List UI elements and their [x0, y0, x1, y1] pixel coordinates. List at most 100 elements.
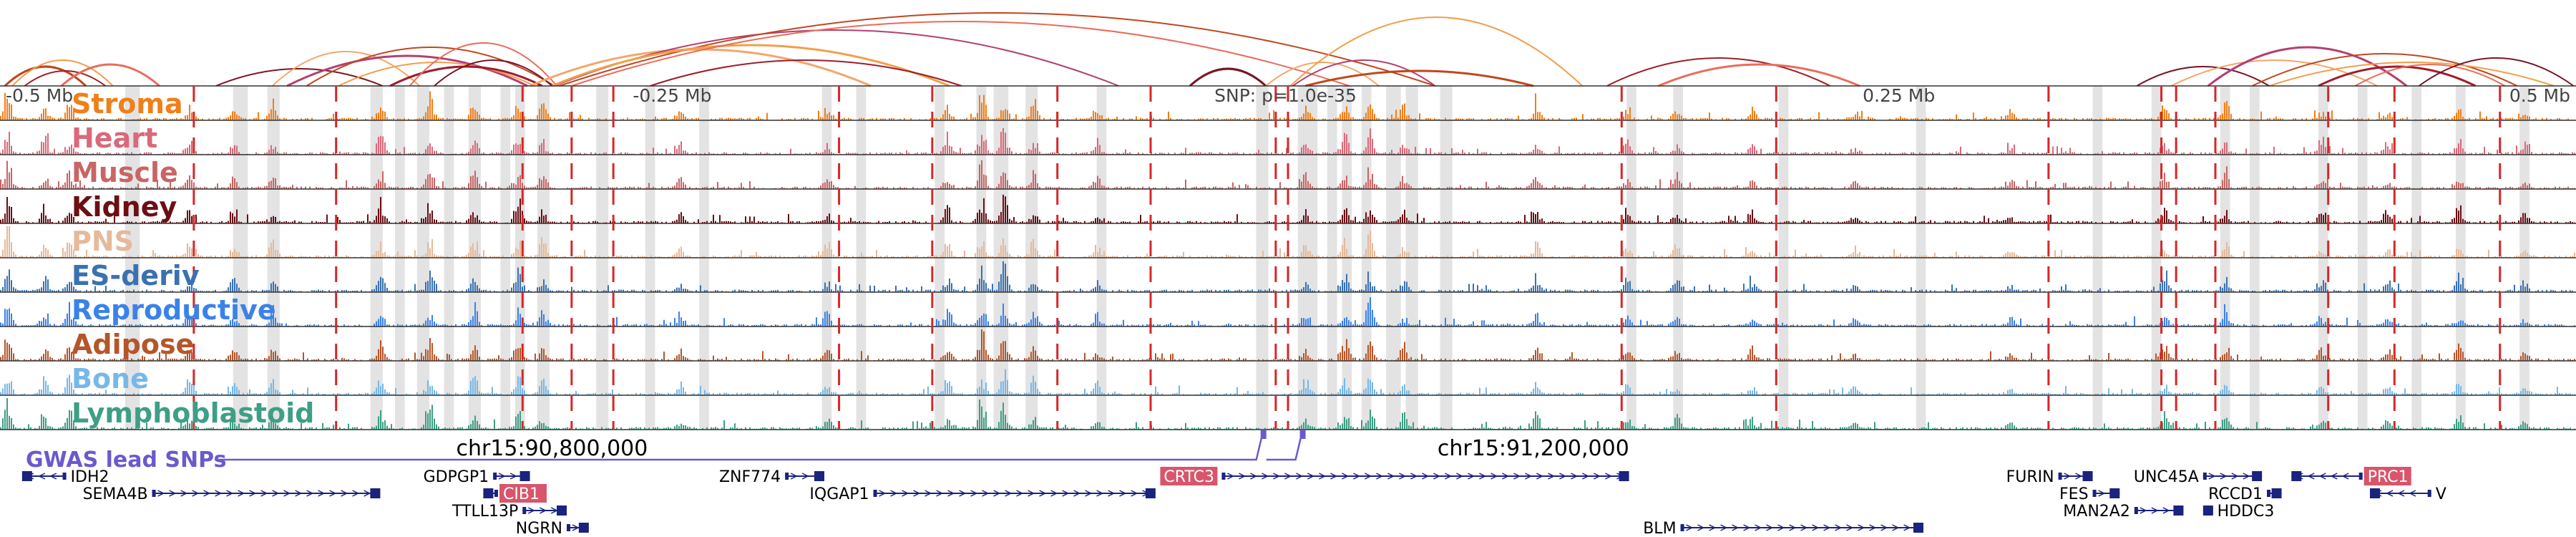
gene-rccd1: RCCD1	[2208, 485, 2282, 503]
gene-unc45a: UNC45A	[2134, 468, 2263, 486]
chromatin-loop-arc	[306, 47, 555, 87]
strand-chevron	[1342, 473, 1350, 480]
strand-chevron	[2151, 507, 2159, 514]
strand-chevron	[2341, 473, 2349, 480]
gene-exon	[152, 490, 156, 497]
strand-chevron	[1697, 524, 1705, 531]
strand-chevron	[801, 473, 809, 480]
gene-exon	[2252, 471, 2263, 481]
strand-chevron	[1433, 473, 1441, 480]
gene-exon	[785, 473, 789, 480]
strand-chevron	[157, 490, 165, 497]
gene-name-label: CRTC3	[1163, 468, 1214, 486]
gene-name-label: FURIN	[2006, 468, 2054, 486]
track-label-muscle: Muscle	[72, 157, 178, 188]
track-signal-reproductive	[0, 297, 2576, 326]
gene-hddc3: HDDC3	[2202, 503, 2275, 521]
strand-chevron	[1376, 473, 1384, 480]
track-signal-bone	[0, 369, 2576, 395]
strand-chevron	[1846, 524, 1854, 531]
gene-gdpgp1: GDPGP1	[424, 468, 530, 486]
gene-exon	[494, 490, 498, 497]
strand-chevron	[1239, 473, 1246, 480]
dashed-line-layer	[192, 86, 2502, 430]
strand-chevron	[890, 490, 898, 497]
gene-exon	[2058, 473, 2062, 480]
strand-chevron	[283, 490, 291, 497]
gene-name-label: UNC45A	[2134, 468, 2199, 486]
strand-chevron	[1330, 473, 1338, 480]
track-label-bone: Bone	[72, 363, 149, 395]
track-signal-es-deriv	[0, 261, 2576, 292]
gene-exon	[1680, 524, 1684, 531]
strand-chevron	[318, 490, 326, 497]
gene-exon	[2082, 471, 2093, 481]
strand-chevron	[1005, 490, 1013, 497]
track-signal-pns	[0, 226, 2576, 258]
gene-name-label: HDDC3	[2218, 503, 2275, 521]
gwas-track-label: GWAS lead SNPs	[26, 448, 226, 473]
gene-name-label: FES	[2059, 485, 2089, 503]
track-signal-kidney	[0, 194, 2576, 223]
track-label-kidney: Kidney	[72, 191, 177, 223]
strand-chevron	[1858, 524, 1865, 531]
chromatin-loop-arc	[2136, 66, 2270, 87]
chromatin-loop-arc	[1265, 62, 1380, 87]
strand-chevron	[924, 490, 932, 497]
chromatin-loop-arc	[2170, 59, 2378, 87]
strand-chevron	[1131, 490, 1138, 497]
strand-chevron	[295, 490, 303, 497]
chromatin-loop-arc	[1289, 16, 1584, 87]
strand-chevron	[249, 490, 257, 497]
strand-chevron	[1559, 473, 1567, 480]
gene-name-label: SEMA4B	[83, 485, 148, 503]
strand-chevron	[1039, 490, 1047, 497]
gene-exon	[21, 471, 32, 481]
strand-chevron	[364, 490, 371, 497]
gene-exon	[2358, 473, 2363, 480]
strand-chevron	[203, 490, 211, 497]
gene-highlight-box	[1160, 467, 1218, 485]
strand-chevron	[1387, 473, 1395, 480]
chromatin-loop-arc	[2318, 65, 2477, 87]
strand-chevron	[1262, 473, 1269, 480]
strand-chevron	[2330, 473, 2338, 480]
gene-name-label: V	[2436, 485, 2446, 503]
chromatin-loop-arc	[1606, 57, 1831, 87]
strand-chevron	[215, 490, 223, 497]
strand-chevron	[572, 524, 580, 531]
gene-exon	[2109, 488, 2120, 498]
strand-chevron	[1491, 473, 1498, 480]
gwas-snp-marker	[1299, 430, 1306, 439]
strand-chevron	[1445, 473, 1453, 480]
strand-chevron	[306, 490, 314, 497]
strand-chevron	[1743, 524, 1751, 531]
strand-chevron	[1119, 490, 1127, 497]
gene-ngrn: NGRN	[516, 520, 589, 537]
track-signal-lymphoblastoid	[0, 398, 2576, 430]
strand-chevron	[272, 490, 280, 497]
strand-chevron	[1273, 473, 1281, 480]
strand-chevron	[238, 490, 245, 497]
strand-chevron	[1548, 473, 1556, 480]
strand-chevron	[1525, 473, 1533, 480]
gene-exon	[2209, 507, 2213, 514]
gene-exon	[2370, 488, 2380, 498]
chromatin-loop-arc	[529, 48, 872, 87]
chromatin-loop-arc	[1658, 63, 1860, 87]
gene-exon	[557, 505, 567, 516]
axis-offset-label: SNP: p=1.0e-35	[1214, 85, 1357, 106]
gene-znf774: ZNF774	[719, 468, 824, 486]
gene-exon	[814, 471, 824, 481]
strand-chevron	[936, 490, 944, 497]
chromatin-loop-arc	[2269, 62, 2555, 87]
chromosome-coordinate-label: chr15:90,800,000	[456, 436, 648, 461]
track-label-lymphoblastoid: Lymphoblastoid	[72, 397, 314, 429]
strand-chevron	[1468, 473, 1475, 480]
strand-chevron	[2231, 473, 2239, 480]
gene-exon	[1221, 473, 1226, 480]
strand-chevron	[1284, 473, 1292, 480]
track-signal-muscle	[0, 160, 2576, 189]
chromatin-loop-arc	[2251, 53, 2518, 87]
